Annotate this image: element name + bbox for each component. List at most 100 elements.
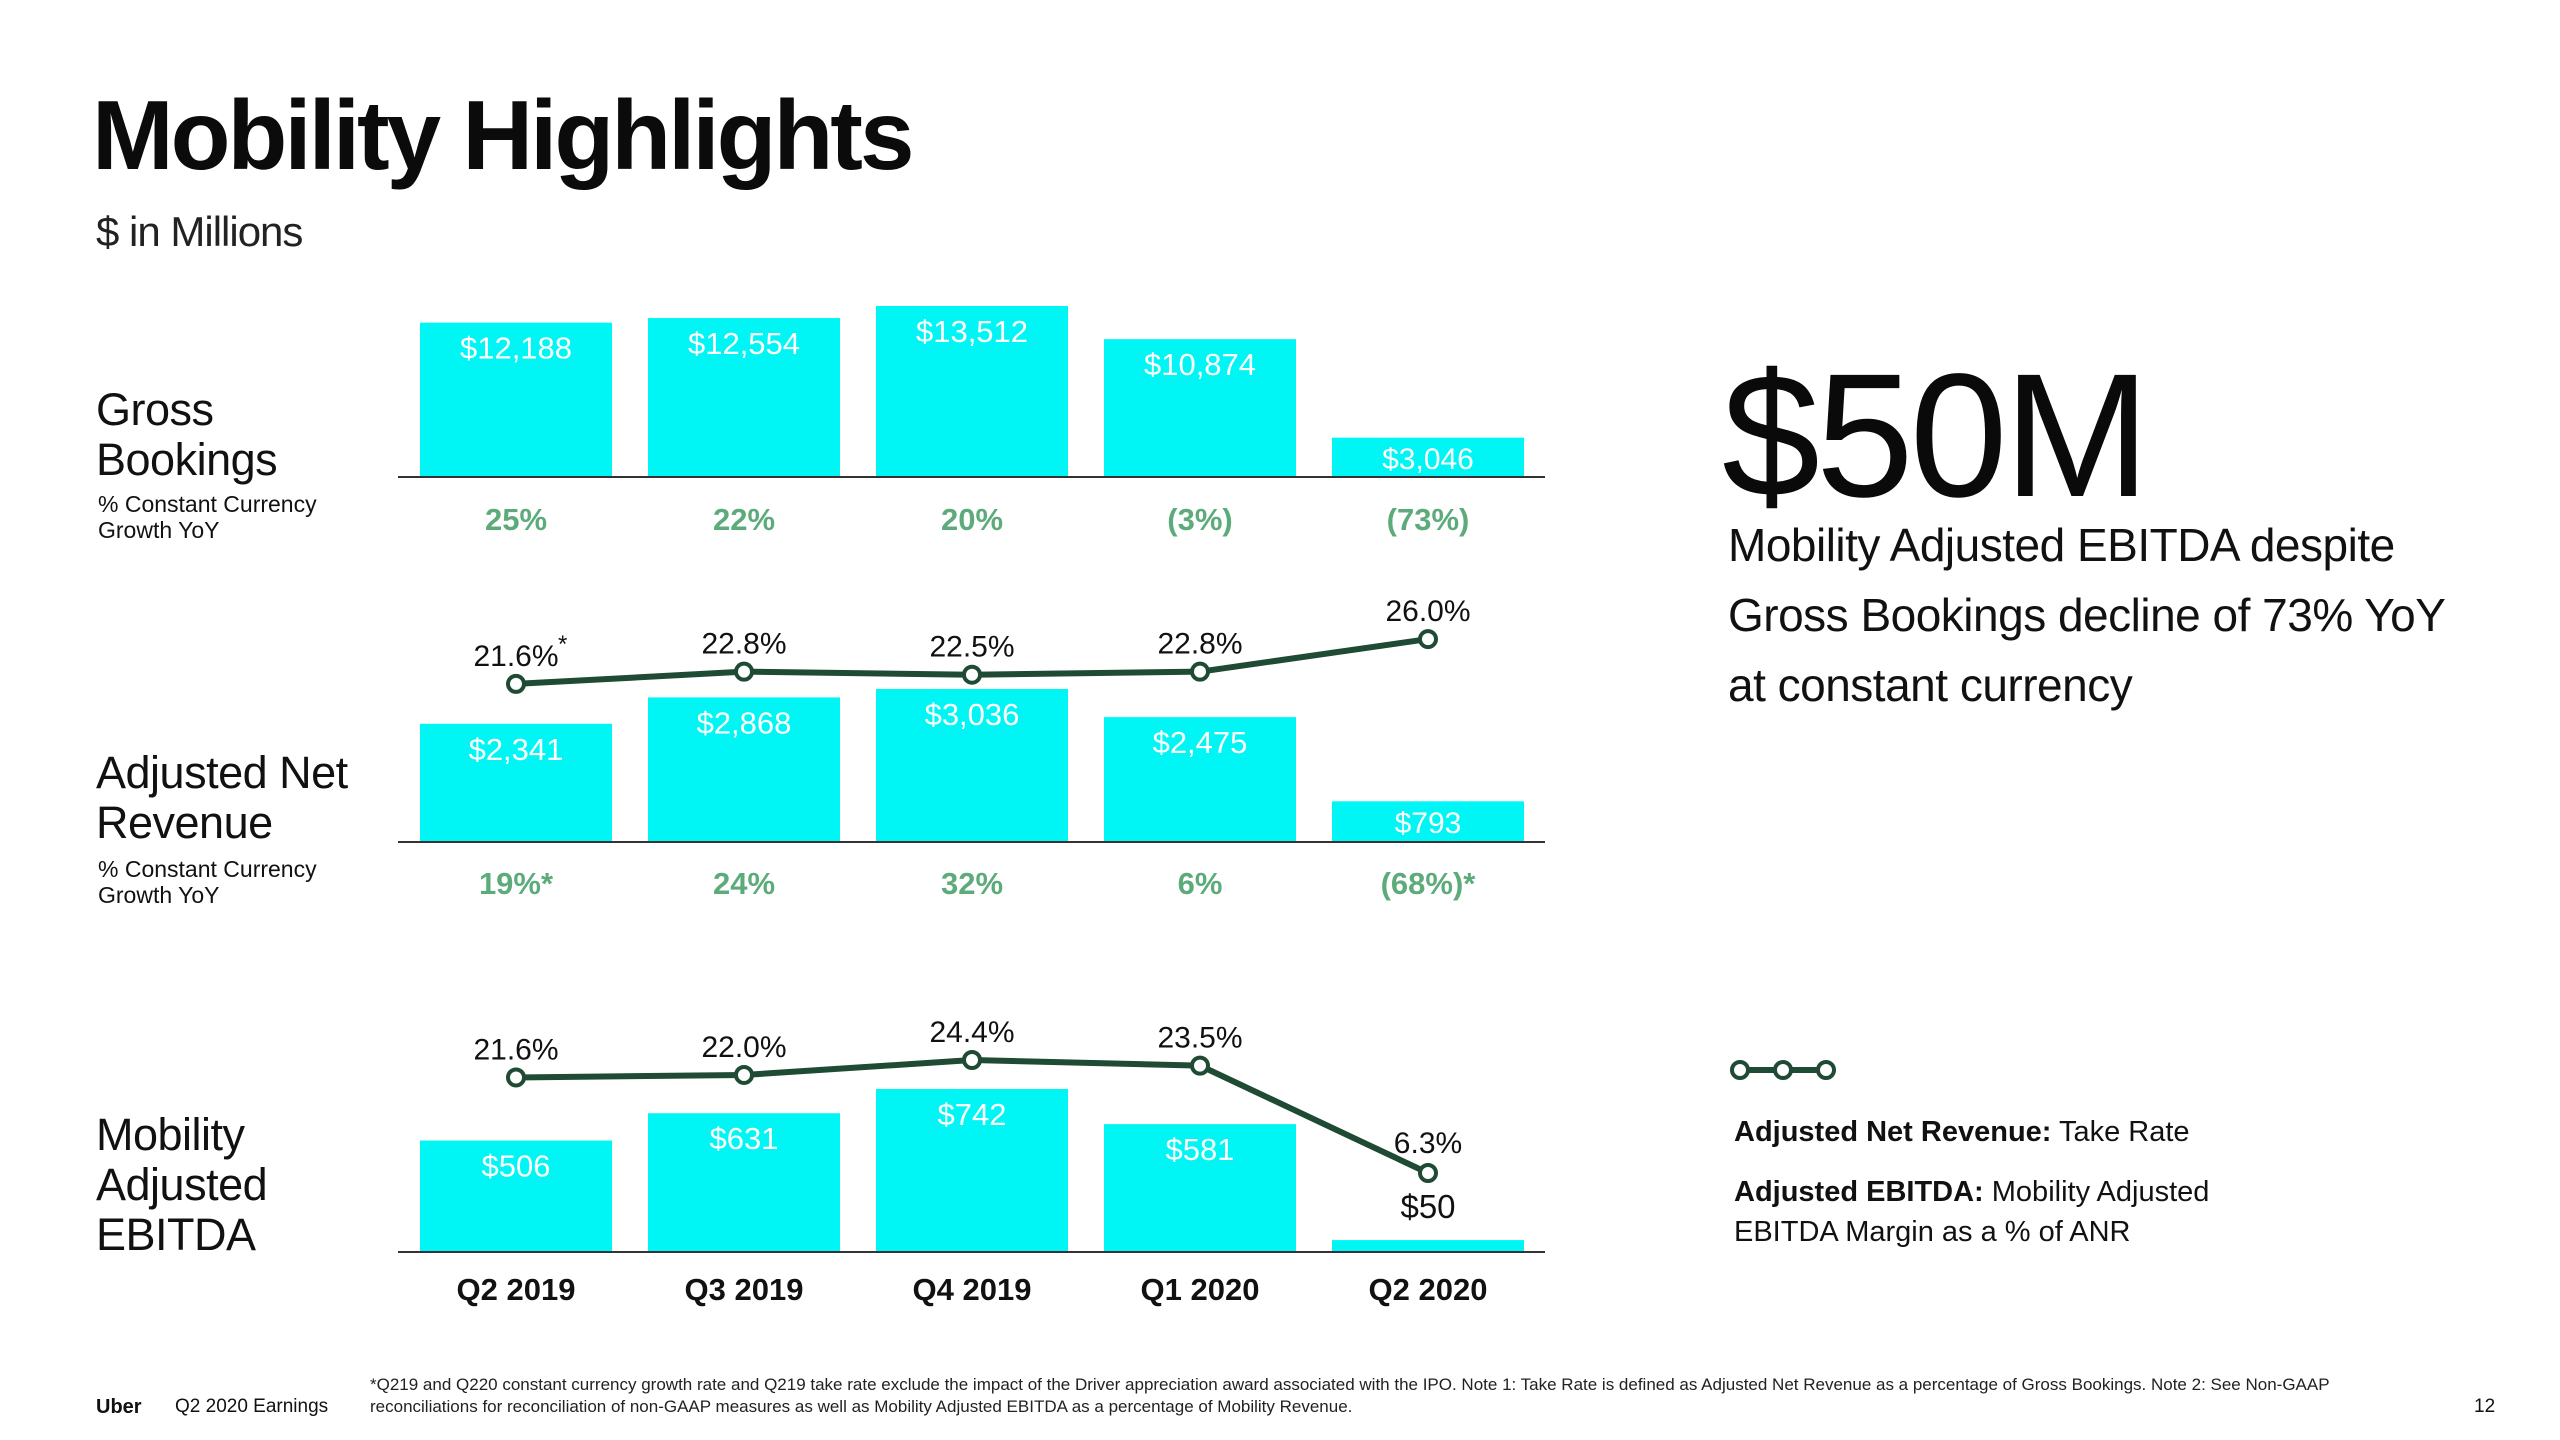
gb-bar-label-2: $12,554 xyxy=(688,326,800,361)
gb-bar-label-3: $13,512 xyxy=(916,314,1028,349)
ebitda-label-line3: EBITDA xyxy=(96,1209,256,1260)
highlight-value: $50M xyxy=(1722,338,2150,534)
gb-bar-label-4: $10,874 xyxy=(1144,347,1256,382)
gb-bar-4 xyxy=(1104,339,1296,476)
anr-bar-1 xyxy=(420,723,612,841)
gb-bar-2 xyxy=(648,318,840,476)
anr-label-line1: Adjusted Net xyxy=(96,747,348,798)
gross-bookings-label-line1: Gross xyxy=(96,384,214,435)
ebitda-bar-3 xyxy=(876,1089,1068,1251)
anr-sublabel-line2: Growth YoY xyxy=(98,882,220,908)
anr-growth-3: 32% xyxy=(941,866,1003,901)
ebitda-bar-1 xyxy=(420,1140,612,1251)
anr-growth-2: 24% xyxy=(713,866,775,901)
legend-line-icon xyxy=(1730,1060,1836,1080)
gb-growth-1: 25% xyxy=(485,502,547,537)
legend-anr-label: Adjusted Net Revenue: xyxy=(1734,1116,2052,1148)
ebitda-line-point-1 xyxy=(506,1067,526,1088)
category-label-5: Q2 2020 xyxy=(1369,1272,1488,1307)
anr-growth-1: 19%* xyxy=(479,866,554,901)
anr-bar-3 xyxy=(876,689,1068,841)
ebitda-line-point-2 xyxy=(734,1064,754,1085)
ebitda-line-point-3 xyxy=(962,1050,982,1070)
anr-line-label-4: 22.8% xyxy=(1157,628,1242,661)
footnote-line2: reconciliations for reconciliation of no… xyxy=(370,1397,1353,1416)
footer-deck: Q2 2020 Earnings xyxy=(175,1396,329,1417)
anr-bar-2 xyxy=(648,697,840,841)
anr-line-point-2 xyxy=(734,661,754,682)
gross-bookings-sublabel: % Constant Currency Growth YoY xyxy=(98,491,317,543)
ebitda-bar-label-1: $506 xyxy=(482,1149,551,1184)
category-label-3: Q4 2019 xyxy=(913,1272,1032,1307)
anr-label-line2: Revenue xyxy=(96,797,273,848)
gross-bookings-label: Gross Bookings xyxy=(96,384,278,485)
footer-brand: Uber xyxy=(96,1396,142,1418)
ebitda-bar-label-4: $581 xyxy=(1166,1132,1235,1167)
ebitda-bar-label-2: $631 xyxy=(710,1121,779,1156)
anr-bar-label-2: $2,868 xyxy=(697,705,792,740)
anr-line-point-3 xyxy=(962,664,982,685)
highlight-caption-line3: at constant currency xyxy=(1728,659,2133,711)
anr-line-label-2: 22.8% xyxy=(701,628,786,661)
legend-ebitda-text-line2: EBITDA Margin as a % of ANR xyxy=(1734,1216,2131,1248)
gb-growth-3: 20% xyxy=(941,502,1003,537)
ebitda-line-label-1: 21.6% xyxy=(473,1033,558,1066)
highlight-caption-line1: Mobility Adjusted EBITDA despite xyxy=(1728,519,2395,571)
anr-line-point-1 xyxy=(506,673,526,694)
ebitda-bar-label-3: $742 xyxy=(938,1097,1007,1132)
gb-bar-1 xyxy=(420,322,612,476)
page-number: 12 xyxy=(2474,1396,2496,1417)
ebitda-label: Mobility Adjusted EBITDA xyxy=(96,1109,268,1260)
gb-growth-4: (3%) xyxy=(1167,502,1232,537)
gb-growth-5: (73%) xyxy=(1387,502,1470,537)
ebitda-line-point-5 xyxy=(1418,1163,1438,1183)
anr-bar-5 xyxy=(1332,801,1524,841)
anr-bar-label-5: $793 xyxy=(1395,807,1462,840)
category-label-4: Q1 2020 xyxy=(1141,1272,1260,1307)
legend-ebitda: Adjusted EBITDA: Mobility Adjusted EBITD… xyxy=(1734,1172,2209,1252)
legend-anr: Adjusted Net Revenue: Take Rate xyxy=(1734,1112,2190,1152)
ebitda-bar-4 xyxy=(1104,1124,1296,1251)
anr-bar-label-1: $2,341 xyxy=(469,732,564,767)
ebitda-label-line1: Mobility xyxy=(96,1109,245,1160)
ebitda-line-label-4: 23.5% xyxy=(1157,1022,1242,1055)
ebitda-bar-label-5: $50 xyxy=(1400,1188,1455,1225)
ebitda-line-label-2: 22.0% xyxy=(701,1031,786,1064)
anr-line-point-4 xyxy=(1190,661,1210,682)
anr-line-label-marker: * xyxy=(558,631,567,658)
gb-growth-2: 22% xyxy=(713,502,775,537)
legend-ebitda-label: Adjusted EBITDA: xyxy=(1734,1176,1984,1208)
anr-line-label-5: 26.0% xyxy=(1385,595,1470,628)
page-subtitle: $ in Millions xyxy=(96,208,303,255)
anr-bar-label-4: $2,475 xyxy=(1153,725,1248,760)
anr-label: Adjusted Net Revenue xyxy=(96,748,348,848)
category-label-2: Q3 2019 xyxy=(685,1272,804,1307)
gross-bookings-label-line2: Bookings xyxy=(96,434,278,485)
page-title: Mobility Highlights xyxy=(92,80,914,190)
anr-growth-4: 6% xyxy=(1178,866,1223,901)
ebitda-line-label-3: 24.4% xyxy=(929,1016,1014,1049)
ebitda-bar-5 xyxy=(1332,1240,1524,1251)
gross-bookings-sublabel-line2: Growth YoY xyxy=(98,517,220,543)
anr-bar-4 xyxy=(1104,717,1296,841)
footnote: *Q219 and Q220 constant currency growth … xyxy=(370,1374,2430,1418)
anr-growth-5: (68%)* xyxy=(1381,866,1477,901)
anr-line-label-1: 21.6% xyxy=(473,640,558,673)
footnote-line1: *Q219 and Q220 constant currency growth … xyxy=(370,1375,2330,1394)
ebitda-line-point-4 xyxy=(1190,1055,1210,1076)
ebitda-bar-2 xyxy=(648,1113,840,1251)
ebitda-line-label-5: 6.3% xyxy=(1394,1127,1462,1160)
anr-sublabel-line1: % Constant Currency xyxy=(98,856,317,882)
anr-line-label-3: 22.5% xyxy=(929,631,1014,664)
gb-bar-5 xyxy=(1332,437,1524,476)
anr-line-point-5 xyxy=(1418,629,1438,650)
category-label-1: Q2 2019 xyxy=(457,1272,576,1307)
highlight-caption: Mobility Adjusted EBITDA despite Gross B… xyxy=(1728,510,2528,720)
gb-bar-label-1: $12,188 xyxy=(460,331,572,366)
gb-bar-label-5: $3,046 xyxy=(1382,443,1474,476)
anr-bar-label-3: $3,036 xyxy=(925,697,1020,732)
gross-bookings-sublabel-line1: % Constant Currency xyxy=(98,491,317,517)
highlight-caption-line2: Gross Bookings decline of 73% YoY xyxy=(1728,589,2446,641)
legend-ebitda-text-line1: Mobility Adjusted xyxy=(1983,1176,2210,1208)
